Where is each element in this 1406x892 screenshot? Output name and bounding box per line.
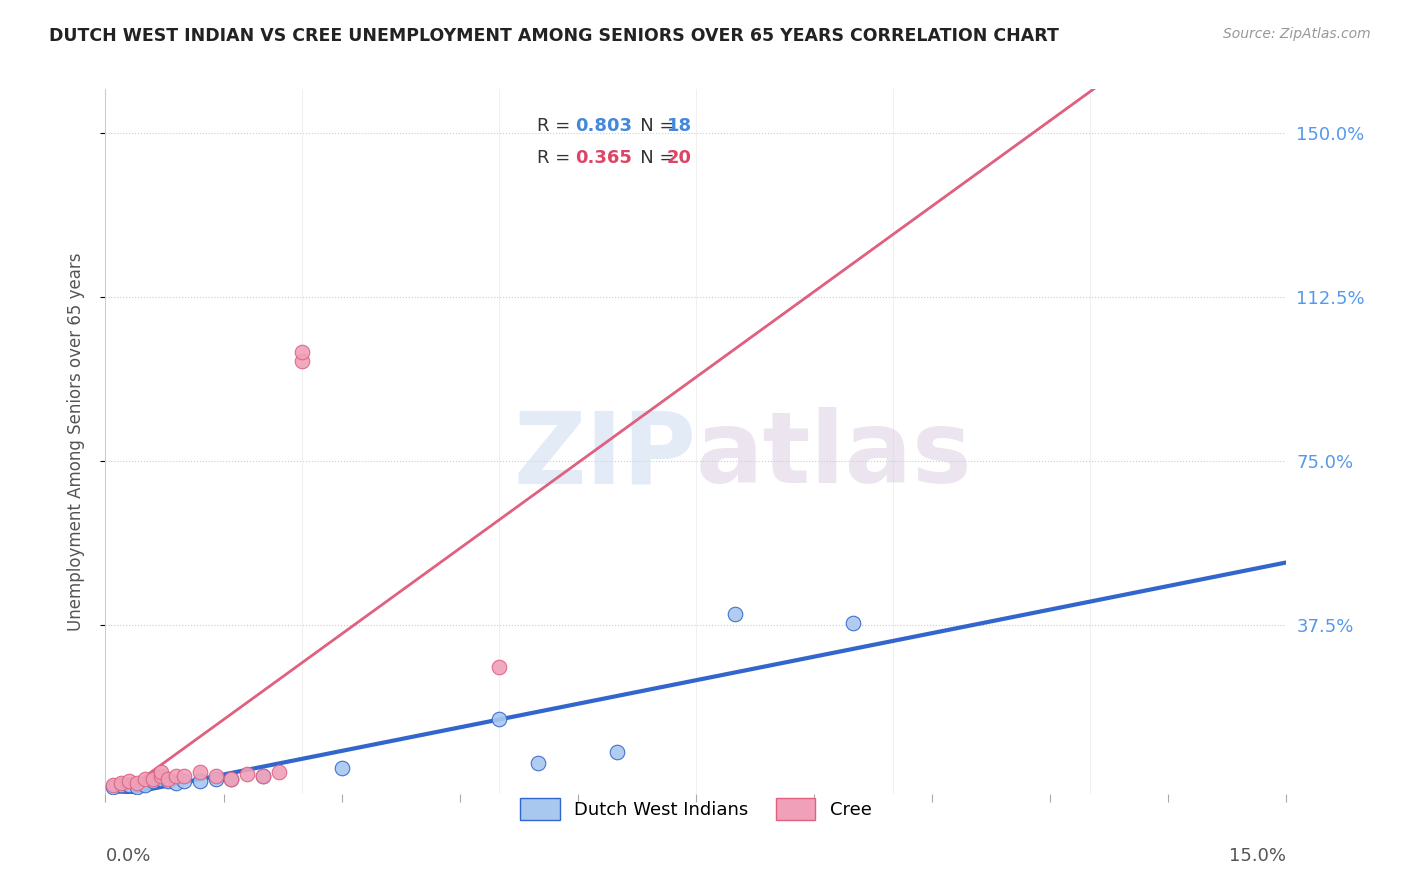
Point <box>173 769 195 783</box>
Point <box>165 769 187 783</box>
Text: R =: R = <box>537 118 575 136</box>
Point <box>125 780 148 795</box>
Point <box>173 773 195 788</box>
Point <box>236 767 259 781</box>
Point <box>252 769 274 783</box>
Text: R =: R = <box>537 149 575 167</box>
Point <box>118 778 141 792</box>
Point <box>842 616 865 631</box>
Point <box>724 607 747 622</box>
Point <box>188 764 211 779</box>
Point <box>149 764 172 779</box>
Point <box>125 776 148 790</box>
Text: N =: N = <box>623 149 681 167</box>
Point <box>488 713 510 727</box>
Point <box>110 778 132 792</box>
Point <box>291 344 314 359</box>
Point <box>157 773 180 788</box>
Text: 20: 20 <box>666 149 692 167</box>
Point <box>110 776 132 790</box>
Point <box>157 772 180 786</box>
Point <box>142 773 165 788</box>
Y-axis label: Unemployment Among Seniors over 65 years: Unemployment Among Seniors over 65 years <box>66 252 84 631</box>
Point <box>118 773 141 788</box>
Point <box>221 772 243 786</box>
Point <box>134 778 156 792</box>
Point <box>165 776 187 790</box>
Point <box>149 769 172 783</box>
Point <box>103 780 125 795</box>
Text: DUTCH WEST INDIAN VS CREE UNEMPLOYMENT AMONG SENIORS OVER 65 YEARS CORRELATION C: DUTCH WEST INDIAN VS CREE UNEMPLOYMENT A… <box>49 27 1059 45</box>
Point <box>204 772 226 786</box>
Text: 0.0%: 0.0% <box>105 847 150 864</box>
Point <box>134 772 156 786</box>
Text: N =: N = <box>623 118 681 136</box>
Text: 15.0%: 15.0% <box>1229 847 1286 864</box>
Point <box>488 660 510 674</box>
Point <box>188 773 211 788</box>
Legend: Dutch West Indians, Cree: Dutch West Indians, Cree <box>513 790 879 827</box>
Point <box>606 745 628 759</box>
Point <box>103 778 125 792</box>
Text: 18: 18 <box>666 118 692 136</box>
Point <box>149 772 172 786</box>
Point <box>291 353 314 368</box>
Point <box>252 769 274 783</box>
Point <box>221 772 243 786</box>
Point <box>330 761 353 775</box>
Text: 0.803: 0.803 <box>575 118 633 136</box>
Point <box>527 756 550 771</box>
Point <box>204 769 226 783</box>
Point <box>267 764 290 779</box>
Point <box>142 772 165 786</box>
Text: ZIP: ZIP <box>513 407 696 504</box>
Text: Source: ZipAtlas.com: Source: ZipAtlas.com <box>1223 27 1371 41</box>
Text: 0.365: 0.365 <box>575 149 633 167</box>
Text: atlas: atlas <box>696 407 973 504</box>
